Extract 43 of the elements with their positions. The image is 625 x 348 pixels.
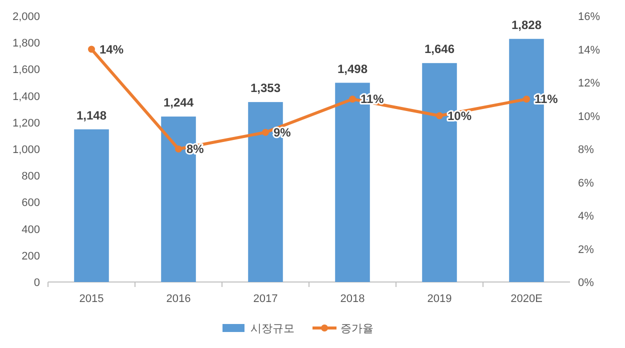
data-label: 1,244 — [163, 96, 194, 110]
y2-tick-label: 14% — [578, 44, 600, 56]
y2-tick-label: 2% — [578, 244, 594, 256]
y-tick-label: 0 — [34, 277, 40, 289]
point — [436, 112, 443, 120]
point — [349, 96, 356, 103]
y2-tick-label: 4% — [578, 210, 594, 222]
point — [262, 128, 269, 136]
y-tick-label: 400 — [22, 224, 40, 236]
y-tick-label: 800 — [22, 170, 40, 183]
y-tick-label: 2,000 — [12, 11, 40, 23]
point — [175, 146, 182, 152]
y2-tick-label: 12% — [578, 78, 600, 90]
data-label: 1,646 — [424, 42, 455, 56]
point — [88, 46, 95, 53]
y2-tick-label: 10% — [578, 110, 600, 123]
point — [523, 96, 530, 103]
x-tick-label: 2020E — [510, 293, 542, 305]
data-label: 1,498 — [337, 62, 368, 76]
x-tick-label: 2019 — [427, 293, 452, 305]
x-tick-label: 2017 — [253, 293, 278, 305]
y2-tick-label: 0% — [578, 277, 594, 289]
y2-tick-label: 6% — [578, 177, 594, 190]
data-label: 1,353 — [250, 81, 281, 96]
data-label: 1,828 — [511, 18, 542, 32]
x-tick-label: 2018 — [340, 293, 365, 305]
y-tick-label: 1,800 — [12, 38, 40, 50]
y2-tick-label: 8% — [578, 144, 594, 156]
x-tick-label: 2015 — [79, 293, 104, 305]
legend-label: 증가율 — [340, 323, 374, 335]
y-tick-label: 1,600 — [12, 64, 40, 76]
data-label: 8% — [186, 142, 204, 156]
legend-label: 시장규모 — [250, 323, 294, 335]
x-tick-label: 2016 — [166, 293, 191, 305]
y-tick-label: 600 — [22, 197, 40, 210]
y-tick-label: 1,400 — [12, 90, 40, 103]
bar — [74, 129, 109, 282]
y-tick-label: 200 — [22, 250, 40, 262]
y-tick-label: 1,000 — [12, 144, 40, 156]
data-label: 1,148 — [76, 108, 107, 122]
y-tick-label: 1,200 — [12, 117, 40, 130]
data-label: 14% — [100, 42, 124, 56]
y2-tick-label: 16% — [578, 11, 600, 23]
